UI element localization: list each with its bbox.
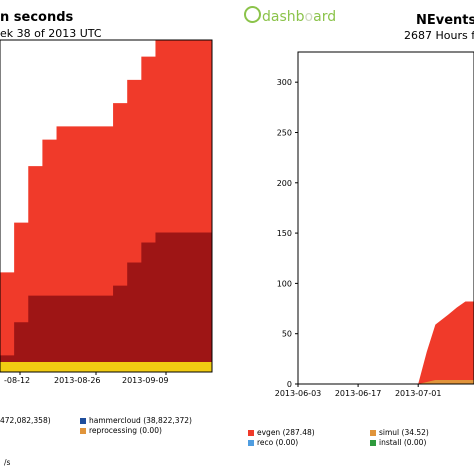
dashboard-logo: dashboard — [244, 6, 336, 25]
left-legend-item[interactable]: hammercloud (38,822,372) — [80, 416, 192, 425]
left-legend-item[interactable]: 472,082,358) — [0, 416, 51, 425]
right-y-tick-label: 0 — [287, 380, 292, 389]
left-x-tick: -08-12 — [4, 376, 31, 385]
right-legend-item[interactable]: reco (0.00) — [248, 438, 298, 447]
left-x-tick: 2013-09-09 — [122, 376, 169, 385]
left-x-tick: 2013-08-26 — [54, 376, 101, 385]
right-y-tick-label: 150 — [277, 229, 292, 238]
left-legend-item[interactable]: reprocessing (0.00) — [80, 426, 162, 435]
right-chart-title: NEvents — [416, 13, 474, 28]
legend-swatch — [80, 428, 86, 434]
right-chart-subtitle: 2687 Hours f — [404, 29, 474, 42]
left-chart-title: n seconds — [0, 10, 74, 25]
right-x-tick-label: 2013-06-03 — [275, 389, 322, 398]
right-legend-item[interactable]: install (0.00) — [370, 438, 426, 447]
legend-swatch — [80, 418, 86, 424]
left-chart-plot — [0, 39, 213, 375]
legend-swatch — [248, 440, 254, 446]
logo-text-c: ard — [313, 9, 337, 25]
legend-swatch — [370, 430, 376, 436]
legend-swatch — [370, 440, 376, 446]
left-area-series-2 — [0, 362, 212, 372]
right-y-tick-label: 250 — [277, 128, 292, 137]
right-area-evgen — [298, 301, 474, 384]
right-chart-plot: 0 50 100 150 200 250 300 2013-06-03 2013-06-17 20… — [275, 51, 474, 398]
left-chart-subtitle: ek 38 of 2013 UTC — [0, 27, 102, 40]
logo-text-a: dashb — [262, 9, 305, 25]
right-x-tick-label: 2013-07-01 — [395, 389, 442, 398]
right-legend-item[interactable]: evgen (287.48) — [248, 428, 315, 437]
right-y-tick-label: 100 — [277, 279, 292, 288]
right-legend-item[interactable]: simul (34.52) — [370, 428, 429, 437]
right-y-tick-label: 200 — [277, 179, 292, 188]
right-x-tick-label: 2013-06-17 — [335, 389, 382, 398]
legend-swatch — [248, 430, 254, 436]
logo-icon — [244, 6, 261, 23]
logo-text-b: o — [304, 9, 314, 25]
left-plot-frame — [0, 39, 213, 373]
left-footer-text: /s — [4, 458, 11, 467]
right-y-tick-label: 50 — [282, 330, 292, 339]
right-plot-frame — [297, 51, 474, 385]
right-area-simul — [298, 379, 474, 384]
right-y-tick-label: 300 — [277, 78, 292, 87]
left-area-series-1 — [0, 232, 212, 372]
